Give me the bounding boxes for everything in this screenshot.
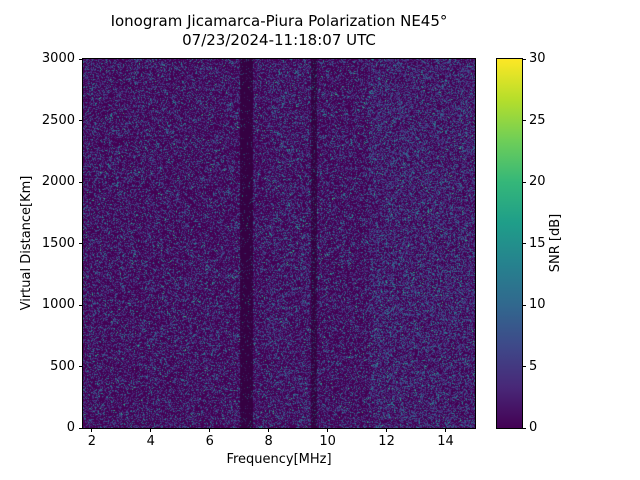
colorbar-tick-mark — [522, 243, 526, 244]
chart-title-line1: Ionogram Jicamarca-Piura Polarization NE… — [110, 12, 448, 30]
y-tick-label: 2000 — [41, 174, 75, 189]
x-tick-label: 2 — [87, 434, 96, 449]
y-tick-mark — [79, 58, 83, 60]
colorbar-tick-label: 0 — [529, 420, 538, 435]
chart-title-line2: 07/23/2024-11:18:07 UTC — [182, 31, 376, 49]
colorbar-tick-mark — [522, 181, 526, 183]
y-tick-label: 500 — [50, 358, 75, 374]
colorbar-tick-mark — [522, 304, 526, 306]
x-tick-mark — [327, 428, 329, 432]
y-tick-mark — [79, 366, 83, 367]
colorbar-gradient — [497, 59, 522, 428]
colorbar-tick-label: 15 — [529, 235, 546, 251]
y-tick-label: 3000 — [41, 51, 75, 66]
y-tick-label: 2500 — [41, 112, 75, 128]
y-tick-label: 0 — [66, 420, 75, 435]
y-tick-mark — [79, 181, 83, 183]
x-tick-label: 14 — [437, 434, 454, 449]
ionogram-heatmap — [83, 59, 475, 428]
colorbar-tick-mark — [522, 58, 526, 60]
x-tick-label: 12 — [378, 434, 395, 449]
y-tick-mark — [79, 427, 83, 429]
colorbar-tick-mark — [522, 120, 526, 121]
x-tick-label: 8 — [264, 434, 273, 449]
x-tick-mark — [386, 428, 388, 432]
x-tick-label: 6 — [205, 434, 214, 449]
x-tick-mark — [91, 428, 93, 432]
y-tick-mark — [79, 120, 83, 121]
colorbar-frame — [496, 58, 523, 429]
colorbar-tick-mark — [522, 366, 526, 367]
plot-area-frame — [82, 58, 476, 429]
x-tick-label: 4 — [146, 434, 155, 449]
colorbar-tick-label: 5 — [529, 358, 538, 374]
x-axis-label: Frequency[MHz] — [226, 452, 332, 467]
x-tick-mark — [268, 428, 270, 432]
y-tick-label: 1000 — [41, 297, 75, 312]
colorbar-tick-label: 20 — [529, 174, 546, 189]
colorbar-tick-label: 25 — [529, 112, 546, 128]
y-tick-mark — [79, 304, 83, 306]
colorbar-tick-label: 30 — [529, 51, 546, 66]
x-tick-mark — [209, 428, 211, 432]
colorbar-tick-label: 10 — [529, 297, 546, 312]
y-tick-mark — [79, 243, 83, 244]
x-tick-mark — [445, 428, 447, 432]
x-tick-mark — [150, 428, 152, 432]
x-tick-label: 10 — [319, 434, 336, 449]
colorbar-tick-mark — [522, 427, 526, 429]
y-tick-label: 1500 — [41, 235, 75, 251]
